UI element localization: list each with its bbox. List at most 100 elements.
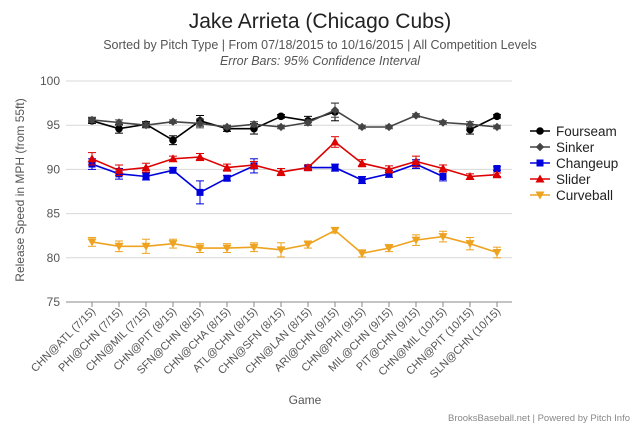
changeup-point xyxy=(331,164,339,172)
legend-label: Sinker xyxy=(556,140,595,155)
chart-subtitle-error-bars: Error Bars: 95% Confidence Interval xyxy=(220,54,421,68)
legend-label: Fourseam xyxy=(556,124,617,139)
changeup-point xyxy=(385,170,393,178)
chart-title: Jake Arrieta (Chicago Cubs) xyxy=(189,10,452,33)
fourseam-point xyxy=(277,112,285,121)
curveball-point xyxy=(438,233,448,242)
legend-label: Curveball xyxy=(556,188,613,203)
sinker-point xyxy=(249,120,259,129)
slider-point xyxy=(330,137,340,146)
curveball-point xyxy=(357,249,367,258)
sinker-point xyxy=(87,115,97,125)
curveball-point xyxy=(168,240,178,249)
curveball-point xyxy=(411,236,421,245)
sinker-point xyxy=(357,122,367,132)
legend-marker xyxy=(536,127,544,135)
curveball-point xyxy=(141,242,151,251)
y-tick-label: 85 xyxy=(47,207,61,221)
legend-marker xyxy=(536,159,544,167)
slider-point xyxy=(195,152,205,161)
legend-item-sinker: Sinker xyxy=(530,140,595,155)
y-tick-label: 90 xyxy=(47,162,61,176)
sinker-point xyxy=(276,122,286,132)
y-tick-label: 80 xyxy=(47,251,61,265)
legend-marker xyxy=(535,142,545,152)
sinker-point xyxy=(222,122,232,132)
sinker-point xyxy=(492,122,502,132)
sinker-point xyxy=(411,111,421,120)
curveball-point xyxy=(195,244,205,253)
curveball-line xyxy=(91,229,498,255)
y-tick-label: 95 xyxy=(47,118,61,132)
changeup-point xyxy=(142,172,150,180)
slider-point xyxy=(141,163,151,172)
slider-point xyxy=(87,154,97,163)
curveball-point xyxy=(465,240,475,249)
sinker-point xyxy=(141,121,151,130)
curveball-point xyxy=(384,244,394,253)
chart-subtitle: Sorted by Pitch Type | From 07/18/2015 t… xyxy=(103,38,537,52)
changeup-point xyxy=(439,172,447,180)
slider-point xyxy=(384,164,394,173)
curveball-point xyxy=(222,244,232,253)
slider-line xyxy=(91,140,498,178)
sinker-point xyxy=(303,118,313,127)
fourseam-point xyxy=(115,124,123,133)
slider-point xyxy=(357,158,367,167)
curveball-point xyxy=(303,241,313,250)
slider-point xyxy=(222,163,232,172)
legend-label: Changeup xyxy=(556,156,618,171)
slider-point xyxy=(411,156,421,165)
curveball-point xyxy=(330,226,340,235)
series-sinker xyxy=(87,102,502,132)
legend-marker xyxy=(535,191,545,200)
sinker-point xyxy=(465,120,475,129)
slider-point xyxy=(114,165,124,174)
y-gridlines xyxy=(66,80,512,303)
fourseam-line xyxy=(91,111,498,142)
slider-point xyxy=(249,160,259,169)
y-tick-label: 75 xyxy=(47,295,61,309)
legend-item-changeup: Changeup xyxy=(530,156,618,171)
slider-point xyxy=(168,154,178,163)
sinker-line xyxy=(91,109,498,128)
sinker-point xyxy=(384,122,394,132)
series-slider xyxy=(87,136,502,180)
slider-point xyxy=(492,170,502,179)
y-tick-label: 100 xyxy=(40,74,60,88)
legend-label: Slider xyxy=(556,172,591,187)
legend-item-curveball: Curveball xyxy=(530,188,613,203)
curveball-point xyxy=(492,248,502,257)
data-series xyxy=(87,102,502,259)
slider-point xyxy=(303,163,313,172)
sinker-point xyxy=(330,105,340,115)
changeup-point xyxy=(223,174,231,182)
series-curveball xyxy=(87,226,502,259)
fourseam-point xyxy=(466,125,474,134)
slider-point xyxy=(438,164,448,173)
sinker-point xyxy=(168,117,178,126)
legend-item-fourseam: Fourseam xyxy=(530,124,617,139)
slider-point xyxy=(276,167,286,176)
fourseam-point xyxy=(169,136,177,145)
x-axis-label: Game xyxy=(289,393,322,407)
curveball-point xyxy=(276,246,286,255)
curveball-point xyxy=(249,243,259,252)
y-tick-labels: 75 80 85 90 95 100 xyxy=(40,74,60,309)
curveball-point xyxy=(87,238,97,247)
changeup-point xyxy=(196,188,204,196)
changeup-point xyxy=(169,166,177,174)
sinker-point xyxy=(114,118,124,127)
sinker-point xyxy=(195,119,205,128)
slider-point xyxy=(465,171,475,180)
changeup-line xyxy=(92,164,497,192)
changeup-point xyxy=(358,176,366,184)
fourseam-point xyxy=(493,112,501,121)
curveball-point xyxy=(114,242,124,251)
changeup-point xyxy=(493,165,501,173)
legend-item-slider: Slider xyxy=(530,172,591,187)
legend-marker xyxy=(535,174,545,183)
y-axis-label: Release Speed in MPH (from 55ft) xyxy=(13,98,27,281)
